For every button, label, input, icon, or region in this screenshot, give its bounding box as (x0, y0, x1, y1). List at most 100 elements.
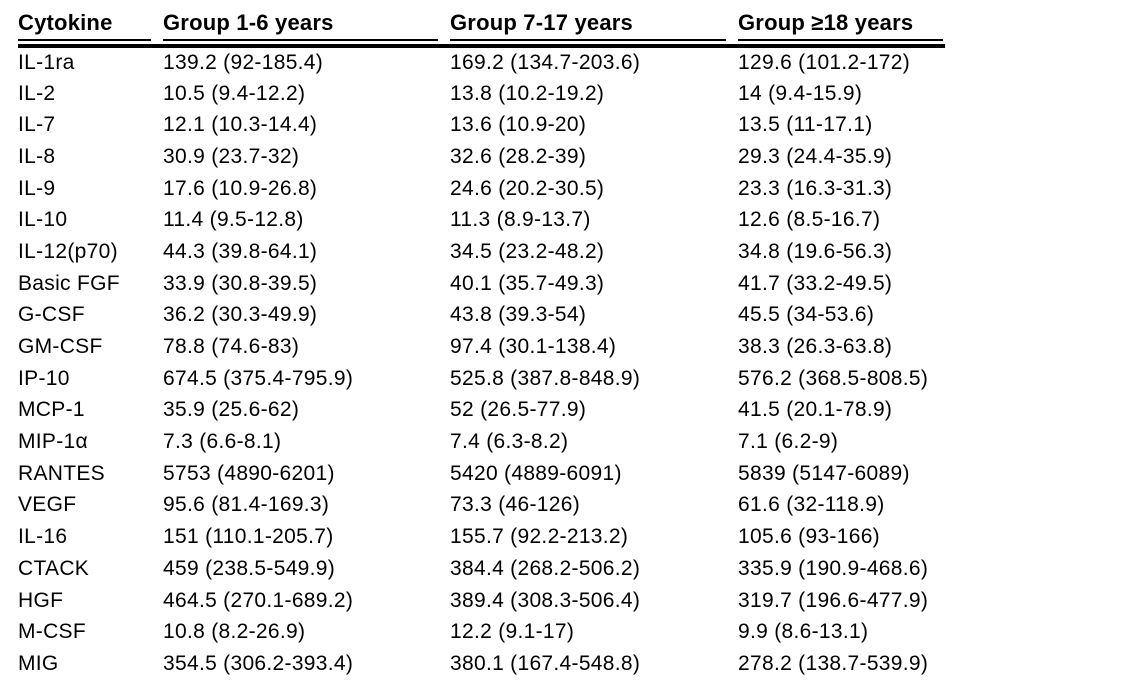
cytokine-name-cell: HGF (18, 588, 64, 612)
median-iqr-value-cell: 11.3 (8.9-13.7) (450, 208, 591, 232)
median-iqr-value-cell: 525.8 (387.8-848.9) (450, 366, 641, 390)
table-row: IP-10 674.5 (375.4-795.9) 525.8 (387.8-848… (18, 363, 945, 395)
cytokine-name-cell: IL-12(p70) (18, 239, 118, 263)
cytokine-name-cell: IP-10 (18, 366, 70, 390)
median-iqr-value-cell: 12.6 (8.5-16.7) (738, 208, 881, 232)
table-row: HGF 464.5 (270.1-689.2) 389.4 (308.3-506.4… (18, 585, 945, 617)
median-iqr-value-cell: 30.9 (23.7-32) (163, 144, 300, 168)
median-iqr-value-cell: 380.1 (167.4-548.8) (450, 651, 641, 675)
median-iqr-value-cell: 155.7 (92.2-213.2) (450, 525, 629, 549)
median-iqr-value-cell: 34.8 (19.6-56.3) (738, 239, 893, 263)
table-row: IL-9 17.6 (10.9-26.8) 24.6 (20.2-30.5) 23.3… (18, 173, 945, 205)
median-iqr-value-cell: 33.9 (30.8-39.5) (163, 271, 318, 295)
column-header-label: Group 1-6 years (163, 10, 438, 41)
cytokine-name-cell: IL-1ra (18, 50, 75, 74)
median-iqr-value-cell: 10.8 (8.2-26.9) (163, 620, 306, 644)
median-iqr-value-cell: 43.8 (39.3-54) (450, 303, 587, 327)
median-iqr-value-cell: 7.4 (6.3-8.2) (450, 430, 569, 454)
table-row: M-CSF 10.8 (8.2-26.9) 12.2 (9.1-17) 9.9 (8.… (18, 616, 945, 648)
cytokine-name-cell: RANTES (18, 461, 105, 485)
median-iqr-value-cell: 7.1 (6.2-9) (738, 430, 839, 454)
table-body: IL-1ra 139.2 (92-185.4) 169.2 (134.7-203.6… (18, 46, 945, 680)
table-row: MIP-1α 7.3 (6.6-8.1) 7.4 (6.3-8.2) 7.1 (6.2… (18, 426, 945, 458)
median-iqr-value-cell: 32.6 (28.2-39) (450, 144, 587, 168)
table-row: MCP-1 35.9 (25.6-62) 52 (26.5-77.9) 41.5 (2… (18, 395, 945, 427)
median-iqr-value-cell: 105.6 (93-166) (738, 525, 880, 549)
median-iqr-value-cell: 61.6 (32-118.9) (738, 493, 885, 517)
median-iqr-value-cell: 13.5 (11-17.1) (738, 113, 873, 137)
median-iqr-value-cell: 36.2 (30.3-49.9) (163, 303, 318, 327)
table-header: Cytokine Group 1-6 years Group 7-17 year… (18, 8, 945, 48)
cytokine-name-cell: G-CSF (18, 303, 85, 327)
median-iqr-value-cell: 169.2 (134.7-203.6) (450, 50, 641, 74)
median-iqr-value-cell: 5839 (5147-6089) (738, 461, 910, 485)
cytokine-name-cell: IL-16 (18, 525, 68, 549)
cytokine-name-cell: MCP-1 (18, 398, 85, 422)
median-iqr-value-cell: 40.1 (35.7-49.3) (450, 271, 605, 295)
median-iqr-value-cell: 97.4 (30.1-138.4) (450, 335, 617, 359)
median-iqr-value-cell: 384.4 (268.2-506.2) (450, 556, 641, 580)
table-row: IL-2 10.5 (9.4-12.2) 13.8 (10.2-19.2) 14 (9… (18, 78, 945, 110)
table-row: G-CSF 36.2 (30.3-49.9) 43.8 (39.3-54) 45.5 … (18, 300, 945, 332)
cytokine-name-cell: CTACK (18, 556, 90, 580)
cytokine-name-cell: Basic FGF (18, 271, 120, 295)
median-iqr-value-cell: 35.9 (25.6-62) (163, 398, 300, 422)
column-header-label: Group 7-17 years (450, 10, 726, 41)
table-row: IL-1ra 139.2 (92-185.4) 169.2 (134.7-203.6… (18, 46, 945, 78)
table-row: Basic FGF 33.9 (30.8-39.5) 40.1 (35.7-49.3… (18, 268, 945, 300)
median-iqr-value-cell: 73.3 (46-126) (450, 493, 580, 517)
median-iqr-value-cell: 52 (26.5-77.9) (450, 398, 587, 422)
median-iqr-value-cell: 5420 (4889-6091) (450, 461, 622, 485)
median-iqr-value-cell: 34.5 (23.2-48.2) (450, 239, 605, 263)
cytokine-name-cell: IL-10 (18, 208, 68, 232)
header-row: Cytokine Group 1-6 years Group 7-17 year… (18, 8, 945, 48)
cytokine-table: Cytokine Group 1-6 years Group 7-17 year… (18, 8, 945, 680)
cytokine-name-cell: MIP-1α (18, 430, 88, 454)
median-iqr-value-cell: 23.3 (16.3-31.3) (738, 176, 893, 200)
median-iqr-value-cell: 5753 (4890-6201) (163, 461, 335, 485)
cytokine-name-cell: MIG (18, 651, 59, 675)
median-iqr-value-cell: 24.6 (20.2-30.5) (450, 176, 605, 200)
column-header-group-7-17-years: Group 7-17 years (450, 8, 738, 48)
table-row: IL-7 12.1 (10.3-14.4) 13.6 (10.9-20) 13.5 (… (18, 109, 945, 141)
median-iqr-value-cell: 17.6 (10.9-26.8) (163, 176, 318, 200)
table-row: MIG 354.5 (306.2-393.4) 380.1 (167.4-548.8… (18, 648, 945, 680)
median-iqr-value-cell: 464.5 (270.1-689.2) (163, 588, 354, 612)
median-iqr-value-cell: 319.7 (196.6-477.9) (738, 588, 929, 612)
cytokine-name-cell: IL-8 (18, 144, 56, 168)
median-iqr-value-cell: 41.5 (20.1-78.9) (738, 398, 893, 422)
median-iqr-value-cell: 13.6 (10.9-20) (450, 113, 587, 137)
cytokine-name-cell: IL-9 (18, 176, 56, 200)
median-iqr-value-cell: 11.4 (9.5-12.8) (163, 208, 304, 232)
median-iqr-value-cell: 354.5 (306.2-393.4) (163, 651, 354, 675)
column-header-cytokine: Cytokine (18, 8, 163, 48)
column-header-label: Cytokine (18, 10, 151, 41)
median-iqr-value-cell: 38.3 (26.3-63.8) (738, 335, 893, 359)
median-iqr-value-cell: 45.5 (34-53.6) (738, 303, 875, 327)
median-iqr-value-cell: 576.2 (368.5-808.5) (738, 366, 929, 390)
table-row: GM-CSF 78.8 (74.6-83) 97.4 (30.1-138.4) 38.… (18, 331, 945, 363)
median-iqr-value-cell: 335.9 (190.9-468.6) (738, 556, 929, 580)
median-iqr-value-cell: 10.5 (9.4-12.2) (163, 81, 306, 105)
median-iqr-value-cell: 78.8 (74.6-83) (163, 335, 300, 359)
median-iqr-value-cell: 9.9 (8.6-13.1) (738, 620, 869, 644)
median-iqr-value-cell: 139.2 (92-185.4) (163, 50, 324, 74)
table-row: IL-16 151 (110.1-205.7) 155.7 (92.2-213.2)… (18, 521, 945, 553)
cytokine-name-cell: IL-2 (18, 81, 56, 105)
cytokine-name-cell: M-CSF (18, 620, 86, 644)
table-row: IL-12(p70) 44.3 (39.8-64.1) 34.5 (23.2-48.… (18, 236, 945, 268)
median-iqr-value-cell: 13.8 (10.2-19.2) (450, 81, 605, 105)
median-iqr-value-cell: 674.5 (375.4-795.9) (163, 366, 354, 390)
median-iqr-value-cell: 459 (238.5-549.9) (163, 556, 336, 580)
table-row: IL-8 30.9 (23.7-32) 32.6 (28.2-39) 29.3 (24… (18, 141, 945, 173)
median-iqr-value-cell: 151 (110.1-205.7) (163, 525, 334, 549)
median-iqr-value-cell: 41.7 (33.2-49.5) (738, 271, 893, 295)
cytokine-name-cell: VEGF (18, 493, 77, 517)
table-row: VEGF 95.6 (81.4-169.3) 73.3 (46-126) 61.6 (… (18, 490, 945, 522)
cytokine-name-cell: GM-CSF (18, 335, 103, 359)
median-iqr-value-cell: 129.6 (101.2-172) (738, 50, 911, 74)
median-iqr-value-cell: 12.1 (10.3-14.4) (163, 113, 318, 137)
median-iqr-value-cell: 12.2 (9.1-17) (450, 620, 575, 644)
median-iqr-value-cell: 7.3 (6.6-8.1) (163, 430, 282, 454)
